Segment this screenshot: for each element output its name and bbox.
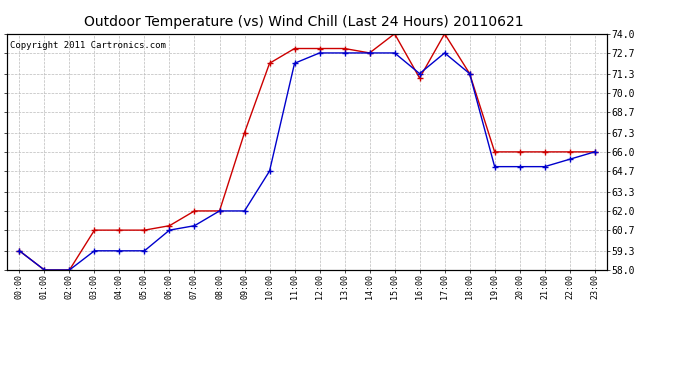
Text: Outdoor Temperature (vs) Wind Chill (Last 24 Hours) 20110621: Outdoor Temperature (vs) Wind Chill (Las… [83,15,524,29]
Text: Copyright 2011 Cartronics.com: Copyright 2011 Cartronics.com [10,41,166,50]
